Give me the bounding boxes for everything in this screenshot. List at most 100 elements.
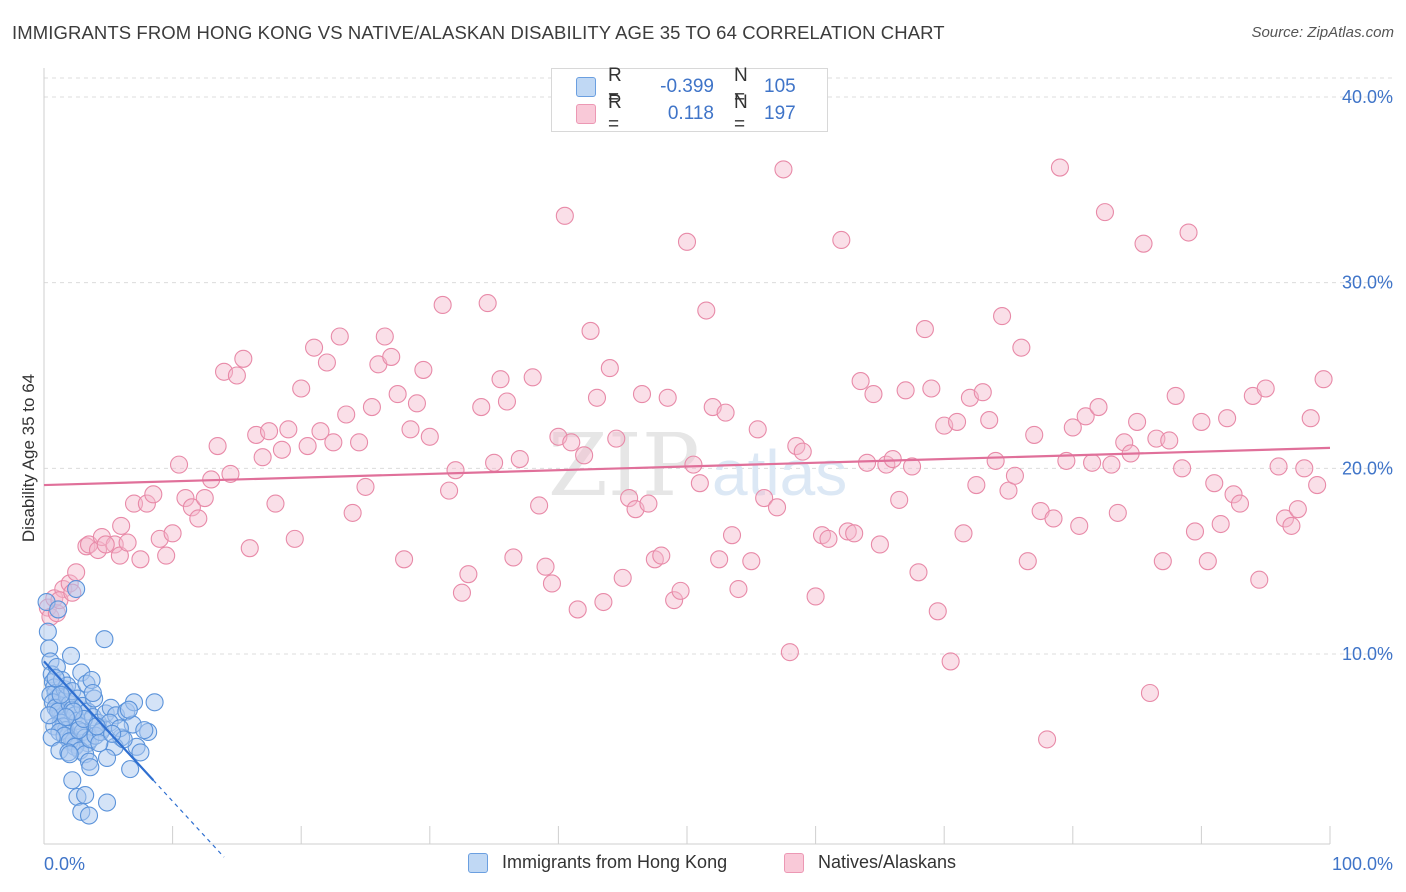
data-point-natives	[375, 327, 394, 346]
data-point-natives	[227, 366, 246, 385]
data-point-hong-kong	[97, 748, 117, 768]
data-point-natives	[1205, 474, 1224, 493]
data-point-natives	[272, 440, 291, 459]
data-point-natives	[1102, 455, 1121, 474]
data-point-natives	[382, 347, 401, 366]
data-point-natives	[446, 461, 465, 480]
data-point-natives	[330, 327, 349, 346]
n-label: N =	[734, 92, 748, 135]
data-point-natives	[1295, 459, 1314, 478]
data-point-natives	[1050, 158, 1069, 177]
data-point-natives	[266, 494, 285, 513]
data-point-natives	[137, 494, 156, 513]
data-point-natives	[208, 437, 227, 456]
x-tick-label: 100.0%	[1332, 854, 1393, 874]
data-point-natives	[67, 563, 86, 582]
chart-title: IMMIGRANTS FROM HONG KONG VS NATIVE/ALAS…	[12, 22, 945, 43]
data-point-natives	[594, 592, 613, 612]
data-point-natives	[523, 368, 542, 387]
data-point-natives	[1224, 485, 1243, 504]
data-point-natives	[909, 563, 928, 582]
y-tick-label: 30.0%	[1342, 273, 1393, 293]
data-point-natives	[96, 535, 115, 554]
data-point-natives	[1160, 431, 1179, 450]
data-point-natives	[1083, 453, 1102, 472]
r-value: 0.118	[667, 103, 714, 124]
data-point-natives	[838, 522, 857, 541]
data-point-natives	[240, 539, 259, 558]
data-point-natives	[1185, 522, 1205, 541]
data-point-hong-kong	[49, 600, 68, 619]
trend-line-hong-kong-extension	[152, 779, 225, 858]
data-point-natives	[922, 379, 941, 398]
data-point-natives	[658, 388, 677, 407]
data-point-natives	[1314, 370, 1333, 389]
data-point-natives	[581, 321, 600, 340]
data-point-natives	[774, 160, 793, 179]
legend-row-pink: R = 0.118 N = 197	[552, 92, 796, 135]
data-point-natives	[420, 427, 439, 446]
data-point-natives	[671, 581, 690, 600]
data-point-natives	[1018, 552, 1037, 571]
data-point-hong-kong	[97, 793, 117, 812]
series-natives-alaskans	[38, 158, 1333, 749]
data-point-natives	[131, 550, 150, 569]
data-point-natives	[902, 457, 922, 476]
data-point-natives	[182, 498, 201, 517]
series-immigrants-hong-kong	[37, 579, 164, 825]
data-point-natives	[485, 453, 504, 472]
data-point-natives	[993, 307, 1012, 326]
data-point-natives	[1179, 223, 1198, 242]
data-point-natives	[948, 412, 967, 431]
data-point-natives	[928, 602, 947, 621]
data-point-natives	[780, 643, 799, 662]
data-point-natives	[710, 550, 729, 569]
data-point-natives	[478, 294, 497, 313]
legend-row-blue: R = -0.399 N = 105	[552, 65, 796, 108]
data-point-natives	[1301, 409, 1320, 428]
data-point-natives	[504, 548, 523, 567]
data-point-hong-kong	[83, 683, 102, 703]
data-point-natives	[793, 442, 812, 461]
n-value: 105	[764, 76, 796, 97]
data-point-natives	[395, 550, 414, 569]
tick-labels: 10.0% 20.0% 30.0% 40.0% 0.0% 100.0%	[44, 87, 1393, 874]
data-point-natives	[1108, 503, 1127, 522]
data-point-hong-kong	[67, 579, 86, 599]
data-point-natives	[343, 503, 362, 522]
data-point-natives	[1218, 409, 1237, 428]
data-point-natives	[890, 490, 909, 509]
n-label: N =	[734, 65, 748, 108]
watermark: ZIP atlas	[548, 416, 847, 516]
data-point-hong-kong	[145, 693, 164, 712]
data-point-natives	[1038, 730, 1057, 749]
data-point-natives	[806, 587, 825, 606]
data-point-natives	[221, 464, 240, 483]
data-point-hong-kong	[76, 786, 95, 805]
r-value: -0.399	[660, 76, 714, 97]
data-point-natives	[337, 405, 356, 424]
data-point-natives	[497, 392, 517, 411]
data-point-natives	[118, 533, 137, 552]
data-point-natives	[536, 557, 555, 576]
x-tick-label: 0.0%	[44, 854, 85, 874]
data-point-natives	[742, 552, 761, 571]
data-point-hong-kong	[131, 743, 150, 762]
data-point-natives	[1153, 552, 1172, 571]
data-point-natives	[285, 529, 304, 548]
data-point-natives	[555, 206, 574, 225]
data-point-natives	[870, 535, 889, 554]
data-point-natives	[388, 385, 407, 404]
data-point-natives	[729, 579, 748, 599]
data-point-natives	[1308, 475, 1327, 495]
data-point-natives	[1089, 398, 1108, 417]
data-point-natives	[292, 379, 311, 398]
data-point-natives	[510, 449, 529, 469]
data-point-natives	[530, 496, 549, 515]
data-point-natives	[722, 526, 742, 545]
trend-line-hong-kong	[43, 660, 155, 781]
data-point-natives	[1173, 459, 1192, 478]
data-point-natives	[144, 485, 163, 504]
data-point-natives	[112, 516, 131, 535]
legend-swatch-pink	[576, 104, 596, 124]
